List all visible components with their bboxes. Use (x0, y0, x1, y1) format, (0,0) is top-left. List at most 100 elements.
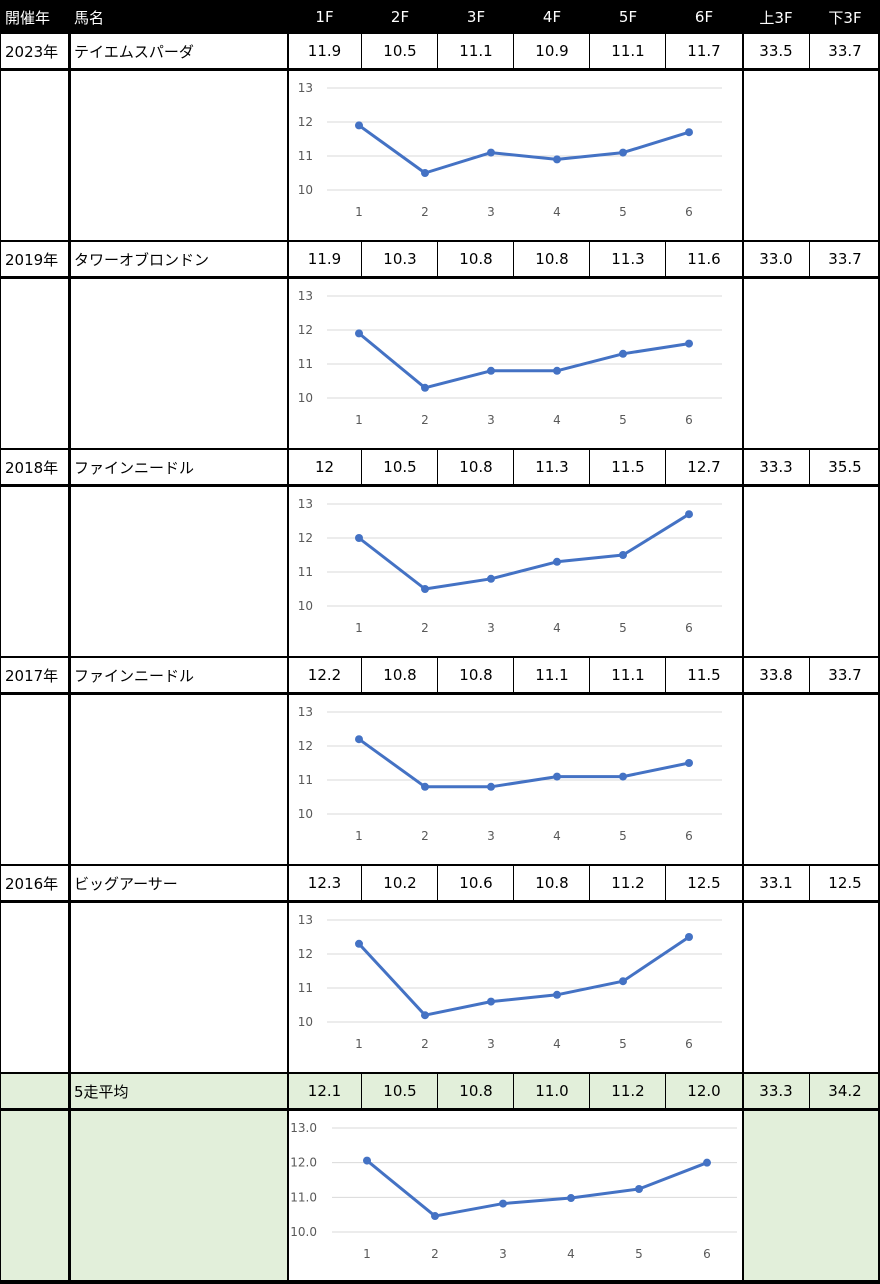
col-divider (68, 242, 71, 450)
col-divider (68, 450, 71, 658)
y-tick-label: 11 (298, 565, 313, 579)
x-tick-label: 6 (685, 413, 693, 427)
split-chart: 10.0 11.0 12.0 13.0 1 2 3 4 5 6 (287, 1110, 742, 1282)
outer-border (878, 0, 880, 1282)
y-tick-label: 12.0 (290, 1156, 317, 1170)
block-divider (0, 656, 880, 658)
x-tick-label: 2 (421, 829, 429, 843)
split-time-4: 10.8 (535, 250, 569, 268)
header-furlong-4: 4F (514, 0, 590, 34)
y-tick-label: 13 (298, 81, 313, 95)
split-time-6: 11.7 (687, 42, 721, 60)
col-divider (742, 1074, 744, 1284)
x-tick-label: 1 (363, 1247, 371, 1261)
header-furlong-6: 6F (666, 0, 742, 34)
x-tick-label: 2 (431, 1247, 439, 1261)
y-tick-label: 12 (298, 115, 313, 129)
y-tick-label: 10 (298, 599, 313, 613)
first3f-value: 33.8 (759, 666, 793, 684)
row-divider (0, 68, 880, 71)
y-tick-label: 10.0 (290, 1225, 317, 1239)
y-tick-label: 11 (298, 149, 313, 163)
data-point (355, 939, 363, 948)
block-divider (0, 448, 880, 450)
series-line (357, 935, 690, 1017)
split-time-4: 11.0 (535, 1082, 569, 1100)
col-divider (742, 658, 744, 866)
cell-divider (665, 1074, 666, 1108)
header-furlong-1: 1F (287, 0, 362, 34)
cell-divider (589, 1074, 590, 1108)
x-tick-label: 5 (619, 205, 627, 219)
split-time-1: 12 (314, 458, 335, 476)
split-time-3: 10.8 (459, 250, 493, 268)
x-tick-label: 5 (619, 621, 627, 635)
x-tick-label: 6 (685, 621, 693, 635)
col-divider (287, 34, 289, 242)
race-year: 2018年 (5, 458, 59, 477)
chart-background (287, 278, 742, 448)
y-tick-label: 13.0 (290, 1121, 317, 1135)
cell-divider (513, 450, 514, 484)
x-tick-label: 4 (553, 205, 561, 219)
row-divider (0, 692, 880, 695)
data-point (619, 772, 627, 781)
x-tick-label: 4 (553, 413, 561, 427)
cell-divider (513, 1074, 514, 1108)
y-tick-label: 11 (298, 357, 313, 371)
data-point (487, 997, 495, 1006)
data-point (355, 329, 363, 338)
header-year: 開催年 (0, 0, 69, 34)
data-point (619, 977, 627, 986)
split-time-1: 11.9 (307, 42, 342, 60)
horse-name: タワーオブロンドン (74, 250, 210, 269)
header-first3f: 上3F (742, 0, 810, 34)
x-tick-label: 4 (567, 1247, 575, 1261)
split-time-3: 10.8 (459, 458, 493, 476)
split-time-5: 11.1 (611, 42, 645, 60)
first3f-value: 33.1 (759, 874, 793, 892)
cell-divider (513, 658, 514, 692)
first3f-value: 33.0 (759, 250, 793, 268)
cell-divider (361, 450, 362, 484)
split-time-1: 12.2 (307, 666, 342, 684)
col-divider (742, 450, 744, 658)
row-divider (0, 1108, 880, 1111)
split-time-1: 11.9 (307, 250, 342, 268)
first3f-value: 33.3 (759, 1082, 793, 1100)
col-divider (68, 866, 71, 1074)
horse-name: ビッグアーサー (74, 874, 178, 893)
horse-name: ファインニードル (74, 666, 195, 685)
data-point (619, 551, 627, 559)
y-tick-label: 12 (298, 739, 313, 753)
cell-divider (809, 866, 810, 900)
x-tick-label: 1 (355, 205, 363, 219)
last3f-value: 33.7 (828, 42, 862, 60)
series-line (358, 332, 690, 390)
cell-divider (589, 450, 590, 484)
split-time-4: 10.8 (535, 874, 569, 892)
cell-divider (513, 34, 514, 68)
data-point (487, 574, 495, 583)
x-tick-label: 2 (421, 413, 429, 427)
cell-divider (665, 242, 666, 276)
split-time-5: 11.2 (611, 874, 645, 892)
chart-background (287, 486, 742, 656)
x-tick-label: 6 (703, 1247, 711, 1261)
last3f-value: 33.7 (828, 666, 862, 684)
x-tick-label: 1 (355, 413, 363, 427)
chart-background (287, 694, 742, 864)
x-tick-label: 3 (499, 1247, 507, 1261)
x-tick-label: 5 (619, 1037, 627, 1051)
split-time-4: 11.1 (535, 666, 569, 684)
y-tick-label: 13 (298, 497, 313, 511)
split-time-2: 10.8 (383, 666, 417, 684)
col-divider (68, 658, 71, 866)
data-point (635, 1185, 643, 1194)
x-tick-label: 3 (487, 413, 495, 427)
data-point (355, 121, 363, 130)
row-divider (0, 900, 880, 903)
cell-divider (809, 242, 810, 276)
last3f-value: 35.5 (828, 458, 862, 476)
